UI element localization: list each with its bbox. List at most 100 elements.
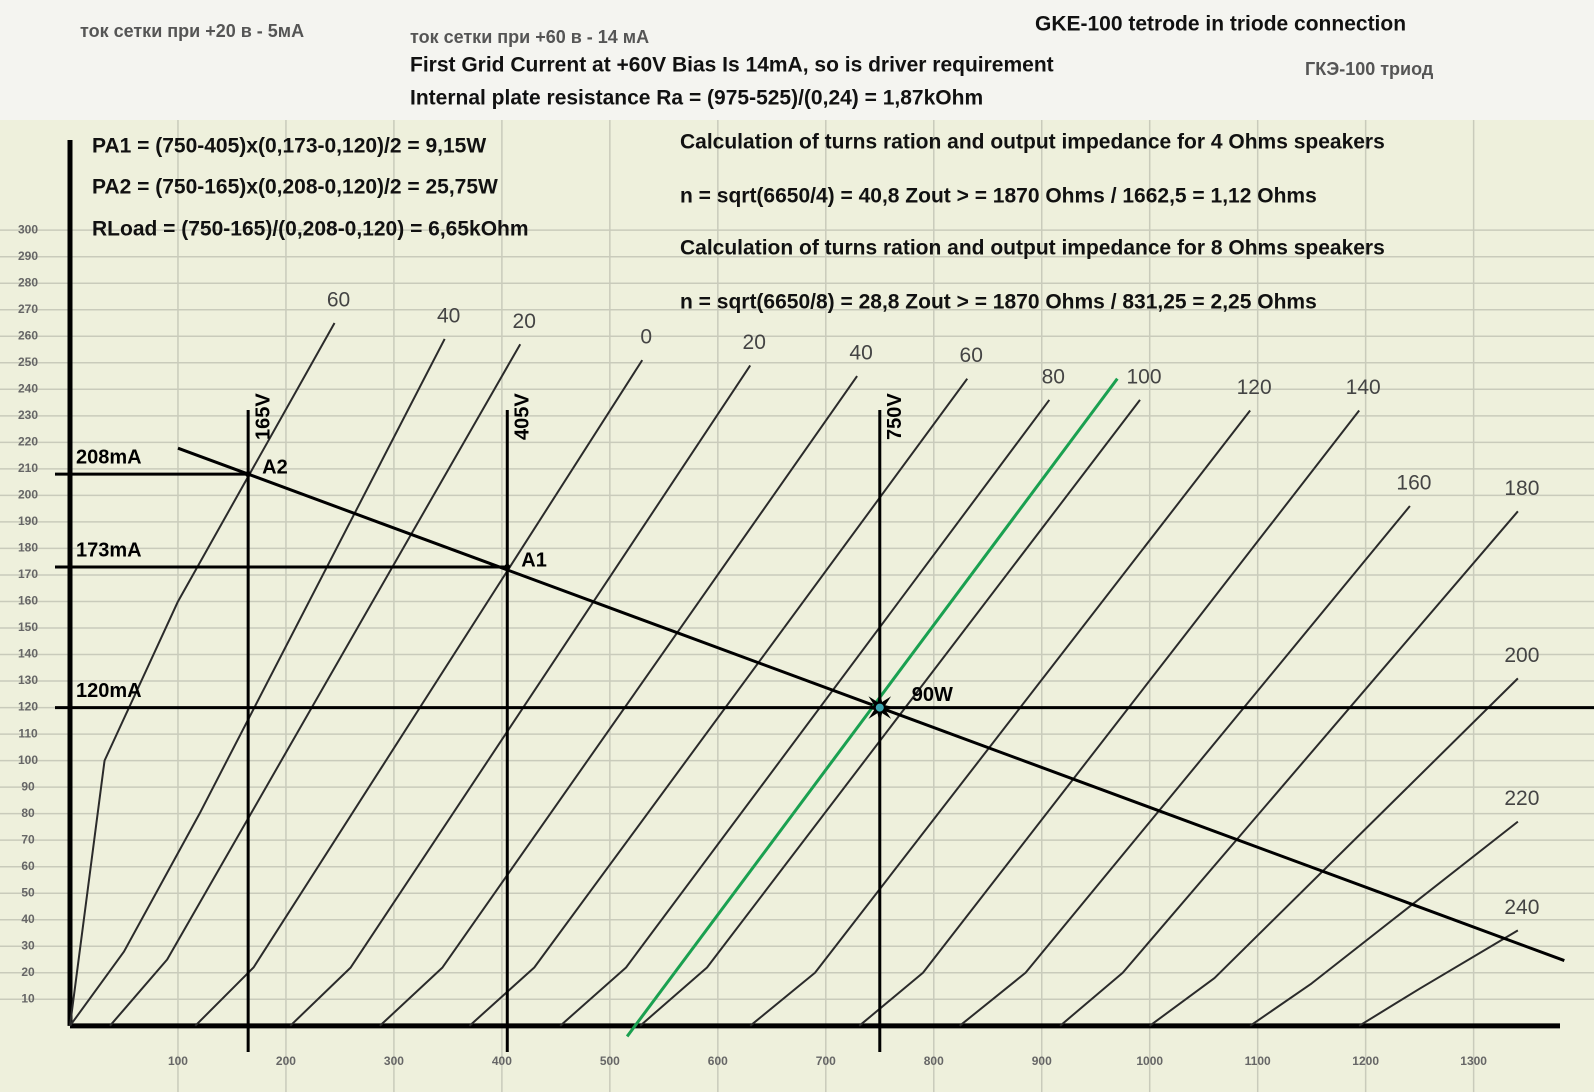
curve-label: 20 bbox=[513, 310, 536, 333]
y-tick-label: 110 bbox=[18, 726, 38, 740]
point-marker bbox=[504, 564, 511, 570]
x-tick-label: 300 bbox=[384, 1054, 404, 1068]
marks: 10 20 30 40 50 60 70 80 90 100 110 120 130 140 150 160 1… bbox=[0, 120, 1594, 1092]
x-tick-label: 600 bbox=[708, 1054, 728, 1068]
y-tick-label: 20 bbox=[21, 965, 35, 979]
y-tick-label: 260 bbox=[18, 328, 38, 342]
curve-label: 120 bbox=[1237, 376, 1272, 399]
curve-label: 20 bbox=[743, 331, 766, 354]
grid-curve bbox=[289, 364, 752, 1027]
reference-label: 405V bbox=[512, 393, 534, 440]
y-tick-label: 120 bbox=[18, 700, 38, 714]
x-tick-label: 800 bbox=[924, 1054, 944, 1068]
note: Calculation of turns ration and output i… bbox=[680, 131, 1385, 154]
grid-curve bbox=[69, 322, 336, 1026]
grid-curve bbox=[1149, 677, 1519, 1027]
reference-label: 750V bbox=[884, 393, 906, 440]
y-tick-label: 190 bbox=[18, 514, 38, 528]
y-tick-label: 130 bbox=[18, 673, 38, 687]
grid-curve bbox=[639, 399, 1141, 1027]
y-tick-label: 280 bbox=[18, 275, 38, 289]
curve-label: 60 bbox=[960, 344, 983, 367]
grid-curve bbox=[194, 359, 644, 1027]
y-tick-label: 140 bbox=[18, 647, 38, 661]
x-tick-label: 100 bbox=[168, 1054, 188, 1068]
y-tick-label: 60 bbox=[21, 859, 35, 873]
note: Internal plate resistance Ra = (975-525)… bbox=[410, 87, 983, 110]
y-tick-label: 170 bbox=[18, 567, 38, 581]
curve-label: 160 bbox=[1396, 472, 1431, 495]
grid-curve bbox=[69, 338, 446, 1027]
y-tick-label: 240 bbox=[18, 381, 38, 395]
grid-note: ток сетки при +60 в - 14 мА bbox=[410, 27, 649, 47]
y-tick-label: 70 bbox=[21, 832, 35, 846]
x-tick-label: 1100 bbox=[1245, 1054, 1271, 1068]
point-label: 90W bbox=[912, 684, 953, 706]
y-tick-label: 160 bbox=[18, 594, 38, 608]
load-line bbox=[177, 446, 1565, 962]
curve-label: 40 bbox=[849, 342, 872, 365]
curve-label: 220 bbox=[1504, 787, 1539, 810]
reference-label: 165V bbox=[252, 393, 274, 440]
curve-label: 200 bbox=[1504, 644, 1539, 667]
grid-curve bbox=[1358, 929, 1519, 1027]
y-tick-label: 90 bbox=[21, 779, 35, 793]
note: n = sqrt(6650/8) = 28,8 Zout > = 1870 Oh… bbox=[680, 291, 1317, 314]
point-marker bbox=[245, 471, 252, 478]
x-tick-label: 1300 bbox=[1460, 1054, 1487, 1068]
reference-label: 173mA bbox=[76, 539, 142, 561]
curve-label: 140 bbox=[1346, 376, 1381, 399]
curve-label: 0 bbox=[640, 326, 652, 349]
reference-label: 208mA bbox=[76, 446, 142, 468]
curve-label: 100 bbox=[1126, 365, 1161, 388]
x-tick-label: 200 bbox=[276, 1054, 296, 1068]
grid-curve bbox=[559, 399, 1051, 1027]
y-tick-label: 230 bbox=[18, 408, 38, 422]
curve-label: 40 bbox=[437, 304, 460, 327]
curve-label: 240 bbox=[1504, 896, 1539, 919]
y-tick-label: 300 bbox=[18, 222, 38, 236]
y-tick-label: 180 bbox=[18, 541, 38, 555]
y-tick-label: 220 bbox=[18, 435, 38, 449]
note: RLoad = (750-165)/(0,208-0,120) = 6,65kO… bbox=[92, 218, 529, 241]
y-tick-label: 200 bbox=[18, 488, 38, 502]
grid-curve bbox=[379, 375, 858, 1027]
grid-note: ток сетки при +20 в - 5мА bbox=[80, 21, 304, 41]
y-tick-label: 150 bbox=[18, 620, 38, 634]
grid-curve bbox=[959, 505, 1411, 1027]
note: Calculation of turns ration and output i… bbox=[680, 237, 1385, 260]
chart-title: GKE-100 tetrode in triode connection bbox=[1035, 13, 1406, 36]
point-label: A1 bbox=[521, 549, 547, 571]
x-tick-label: 1200 bbox=[1352, 1054, 1379, 1068]
x-tick-label: 400 bbox=[492, 1054, 512, 1068]
x-tick-label: 900 bbox=[1032, 1054, 1052, 1068]
y-tick-label: 80 bbox=[21, 806, 35, 820]
grid-curve bbox=[749, 409, 1251, 1027]
y-tick-label: 50 bbox=[21, 885, 35, 899]
y-tick-label: 250 bbox=[18, 355, 38, 369]
x-tick-label: 1000 bbox=[1136, 1054, 1163, 1068]
subtitle: ГКЭ-100 триод bbox=[1305, 59, 1434, 79]
reference-label: 120mA bbox=[76, 680, 142, 702]
point-center bbox=[875, 703, 884, 712]
y-tick-label: 100 bbox=[18, 753, 38, 767]
curve-label: 60 bbox=[327, 289, 350, 312]
y-tick-label: 10 bbox=[21, 991, 35, 1005]
curve-label: 180 bbox=[1504, 477, 1539, 500]
curve-label: 80 bbox=[1042, 365, 1065, 388]
note: PA1 = (750-405)x(0,173-0,120)/2 = 9,15W bbox=[92, 135, 486, 158]
note: PA2 = (750-165)x(0,208-0,120)/2 = 25,75W bbox=[92, 176, 498, 199]
y-tick-label: 40 bbox=[21, 912, 35, 926]
note: First Grid Current at +60V Bias Is 14mA,… bbox=[410, 54, 1054, 77]
y-tick-label: 270 bbox=[18, 302, 38, 316]
y-tick-label: 210 bbox=[18, 461, 38, 475]
note: n = sqrt(6650/4) = 40,8 Zout > = 1870 Oh… bbox=[680, 185, 1317, 208]
x-tick-label: 500 bbox=[600, 1054, 620, 1068]
grid-curve bbox=[468, 378, 969, 1027]
point-label: A2 bbox=[262, 456, 288, 478]
x-tick-label: 700 bbox=[816, 1054, 836, 1068]
y-tick-label: 30 bbox=[21, 938, 35, 952]
grid-curve bbox=[1059, 510, 1519, 1027]
grid-curve bbox=[1249, 820, 1519, 1027]
